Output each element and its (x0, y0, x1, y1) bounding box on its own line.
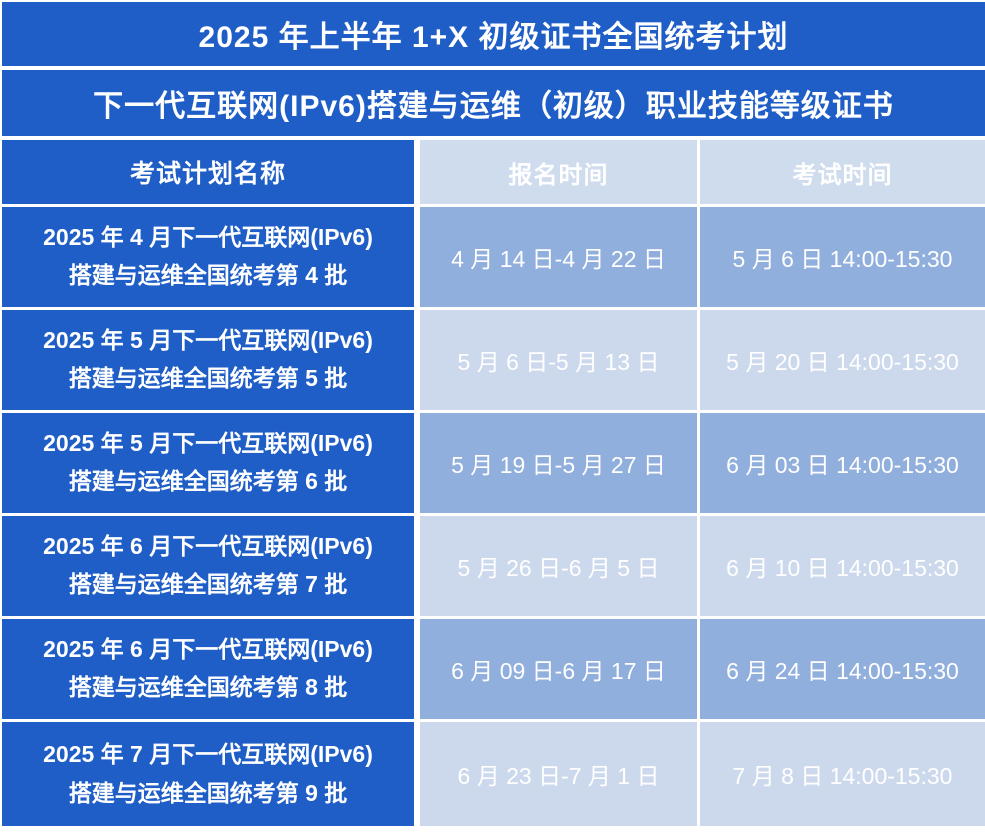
table-row: 2025 年 6 月下一代互联网(IPv6) 搭建与运维全国统考第 8 批 6 … (2, 619, 985, 719)
certificate-subtitle: 下一代互联网(IPv6)搭建与运维（初级）职业技能等级证书 (2, 70, 985, 136)
exam-plan-name-line2: 搭建与运维全国统考第 4 批 (68, 262, 348, 289)
table-row: 2025 年 6 月下一代互联网(IPv6) 搭建与运维全国统考第 7 批 5 … (2, 516, 985, 616)
table-row: 2025 年 4 月下一代互联网(IPv6) 搭建与运维全国统考第 4 批 4 … (2, 207, 985, 307)
exam-time-cell: 6 月 24 日 14:00-15:30 (700, 619, 985, 719)
column-header-exam-time: 考试时间 (700, 140, 985, 204)
exam-plan-name-line1: 2025 年 6 月下一代互联网(IPv6) (43, 636, 373, 663)
table-row: 2025 年 5 月下一代互联网(IPv6) 搭建与运维全国统考第 6 批 5 … (2, 413, 985, 513)
registration-time-cell: 5 月 19 日-5 月 27 日 (420, 413, 697, 513)
exam-time-cell: 5 月 20 日 14:00-15:30 (700, 310, 985, 410)
exam-plan-name-line2: 搭建与运维全国统考第 7 批 (68, 571, 348, 598)
column-header-plan-name: 考试计划名称 (2, 140, 414, 204)
exam-plan-name-line2: 搭建与运维全国统考第 8 批 (68, 674, 348, 701)
main-title: 2025 年上半年 1+X 初级证书全国统考计划 (2, 2, 985, 66)
exam-plan-name-line1: 2025 年 7 月下一代互联网(IPv6) (43, 740, 373, 767)
registration-time-cell: 6 月 23 日-7 月 1 日 (420, 722, 697, 826)
exam-plan-name-line1: 2025 年 6 月下一代互联网(IPv6) (43, 533, 373, 560)
exam-plan-name-line1: 2025 年 5 月下一代互联网(IPv6) (43, 327, 373, 354)
exam-plan-name-cell: 2025 年 6 月下一代互联网(IPv6) 搭建与运维全国统考第 8 批 (2, 619, 414, 719)
exam-plan-name-line2: 搭建与运维全国统考第 5 批 (68, 365, 348, 392)
exam-plan-name-cell: 2025 年 5 月下一代互联网(IPv6) 搭建与运维全国统考第 6 批 (2, 413, 414, 513)
exam-plan-name-cell: 2025 年 4 月下一代互联网(IPv6) 搭建与运维全国统考第 4 批 (2, 207, 414, 307)
exam-plan-name-cell: 2025 年 6 月下一代互联网(IPv6) 搭建与运维全国统考第 7 批 (2, 516, 414, 616)
exam-plan-name-cell: 2025 年 7 月下一代互联网(IPv6) 搭建与运维全国统考第 9 批 (2, 722, 414, 826)
registration-time-cell: 6 月 09 日-6 月 17 日 (420, 619, 697, 719)
exam-plan-name-cell: 2025 年 5 月下一代互联网(IPv6) 搭建与运维全国统考第 5 批 (2, 310, 414, 410)
exam-plan-name-line2: 搭建与运维全国统考第 6 批 (68, 468, 348, 495)
exam-time-cell: 5 月 6 日 14:00-15:30 (700, 207, 985, 307)
registration-time-cell: 5 月 26 日-6 月 5 日 (420, 516, 697, 616)
exam-plan-name-line1: 2025 年 5 月下一代互联网(IPv6) (43, 430, 373, 457)
exam-time-cell: 6 月 03 日 14:00-15:30 (700, 413, 985, 513)
column-header-registration-time: 报名时间 (420, 140, 697, 204)
exam-time-cell: 6 月 10 日 14:00-15:30 (700, 516, 985, 616)
registration-time-cell: 4 月 14 日-4 月 22 日 (420, 207, 697, 307)
table-row: 2025 年 7 月下一代互联网(IPv6) 搭建与运维全国统考第 9 批 6 … (2, 722, 985, 826)
table-row: 2025 年 5 月下一代互联网(IPv6) 搭建与运维全国统考第 5 批 5 … (2, 310, 985, 410)
exam-plan-name-line1: 2025 年 4 月下一代互联网(IPv6) (43, 224, 373, 251)
exam-time-cell: 7 月 8 日 14:00-15:30 (700, 722, 985, 826)
registration-time-cell: 5 月 6 日-5 月 13 日 (420, 310, 697, 410)
table-header-row: 考试计划名称 报名时间 考试时间 (2, 140, 985, 204)
exam-plan-name-line2: 搭建与运维全国统考第 9 批 (68, 779, 348, 806)
